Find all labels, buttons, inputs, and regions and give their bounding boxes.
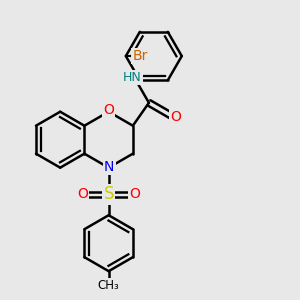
Text: O: O — [77, 187, 88, 201]
Text: N: N — [104, 160, 114, 174]
Text: O: O — [170, 110, 181, 124]
Text: HN: HN — [123, 71, 142, 84]
Text: CH₃: CH₃ — [98, 279, 119, 292]
Text: O: O — [130, 187, 140, 201]
Text: O: O — [103, 103, 114, 117]
Text: S: S — [103, 185, 114, 203]
Text: Br: Br — [132, 49, 148, 63]
